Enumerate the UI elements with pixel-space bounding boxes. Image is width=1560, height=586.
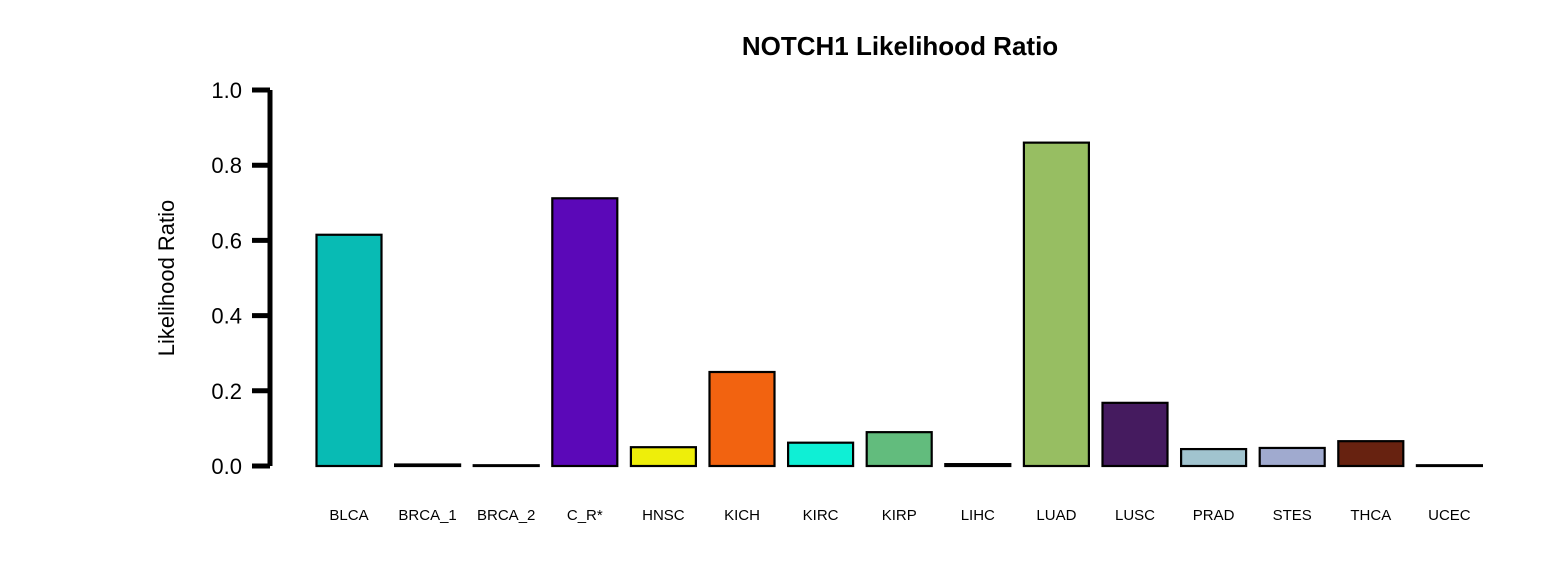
y-axis: 0.0 0.2 0.4 0.6 0.8 1.0	[211, 78, 273, 479]
bar-luad	[1022, 141, 1091, 468]
x-tick-label: HNSC	[642, 507, 685, 524]
x-axis-labels: BLCA BRCA_1 BRCA_2 C_R* HNSC KICH KIRC KIRP LIHC…	[329, 507, 1470, 524]
bar-brca-2	[472, 464, 540, 468]
x-tick-label: LUSC	[1115, 507, 1155, 524]
y-tick-label: 0.4	[211, 304, 242, 329]
y-tick-label: 0.2	[211, 379, 242, 404]
bar-kirc	[786, 441, 855, 468]
x-tick-label: UCEC	[1428, 507, 1471, 524]
x-tick-label: KICH	[724, 507, 760, 524]
chart-title: NOTCH1 Likelihood Ratio	[742, 31, 1058, 61]
x-tick-label: LIHC	[961, 507, 995, 524]
x-tick-label: KIRP	[882, 507, 917, 524]
x-tick-label: BLCA	[329, 507, 368, 524]
x-tick-label: BRCA_2	[477, 507, 535, 524]
y-tick-label: 0.8	[211, 153, 242, 178]
bar-c-r	[551, 197, 619, 468]
bar-ucec	[1415, 464, 1484, 468]
x-tick-label: LUAD	[1036, 507, 1076, 524]
x-tick-label: KIRC	[803, 507, 839, 524]
x-tick-label: STES	[1273, 507, 1312, 524]
bar-prad	[1179, 447, 1248, 468]
bar-hnsc	[629, 446, 698, 468]
bar-kirp	[865, 431, 933, 468]
bars	[315, 141, 1484, 468]
bar-thca	[1337, 440, 1405, 468]
bar-brca-1	[394, 463, 462, 468]
y-tick-label: 0.0	[211, 454, 242, 479]
bar-stes	[1258, 446, 1326, 468]
x-tick-label: THCA	[1350, 507, 1391, 524]
y-tick-label: 1.0	[211, 78, 242, 103]
bar-kich	[708, 370, 776, 468]
y-tick-label: 0.6	[211, 228, 242, 253]
x-tick-label: C_R*	[567, 507, 603, 524]
bar-blca	[315, 233, 383, 468]
bar-lusc	[1101, 401, 1169, 468]
bar-lihc	[944, 463, 1012, 468]
y-axis-label: Likelihood Ratio	[154, 200, 179, 357]
x-tick-label: PRAD	[1193, 507, 1235, 524]
x-tick-label: BRCA_1	[398, 507, 456, 524]
